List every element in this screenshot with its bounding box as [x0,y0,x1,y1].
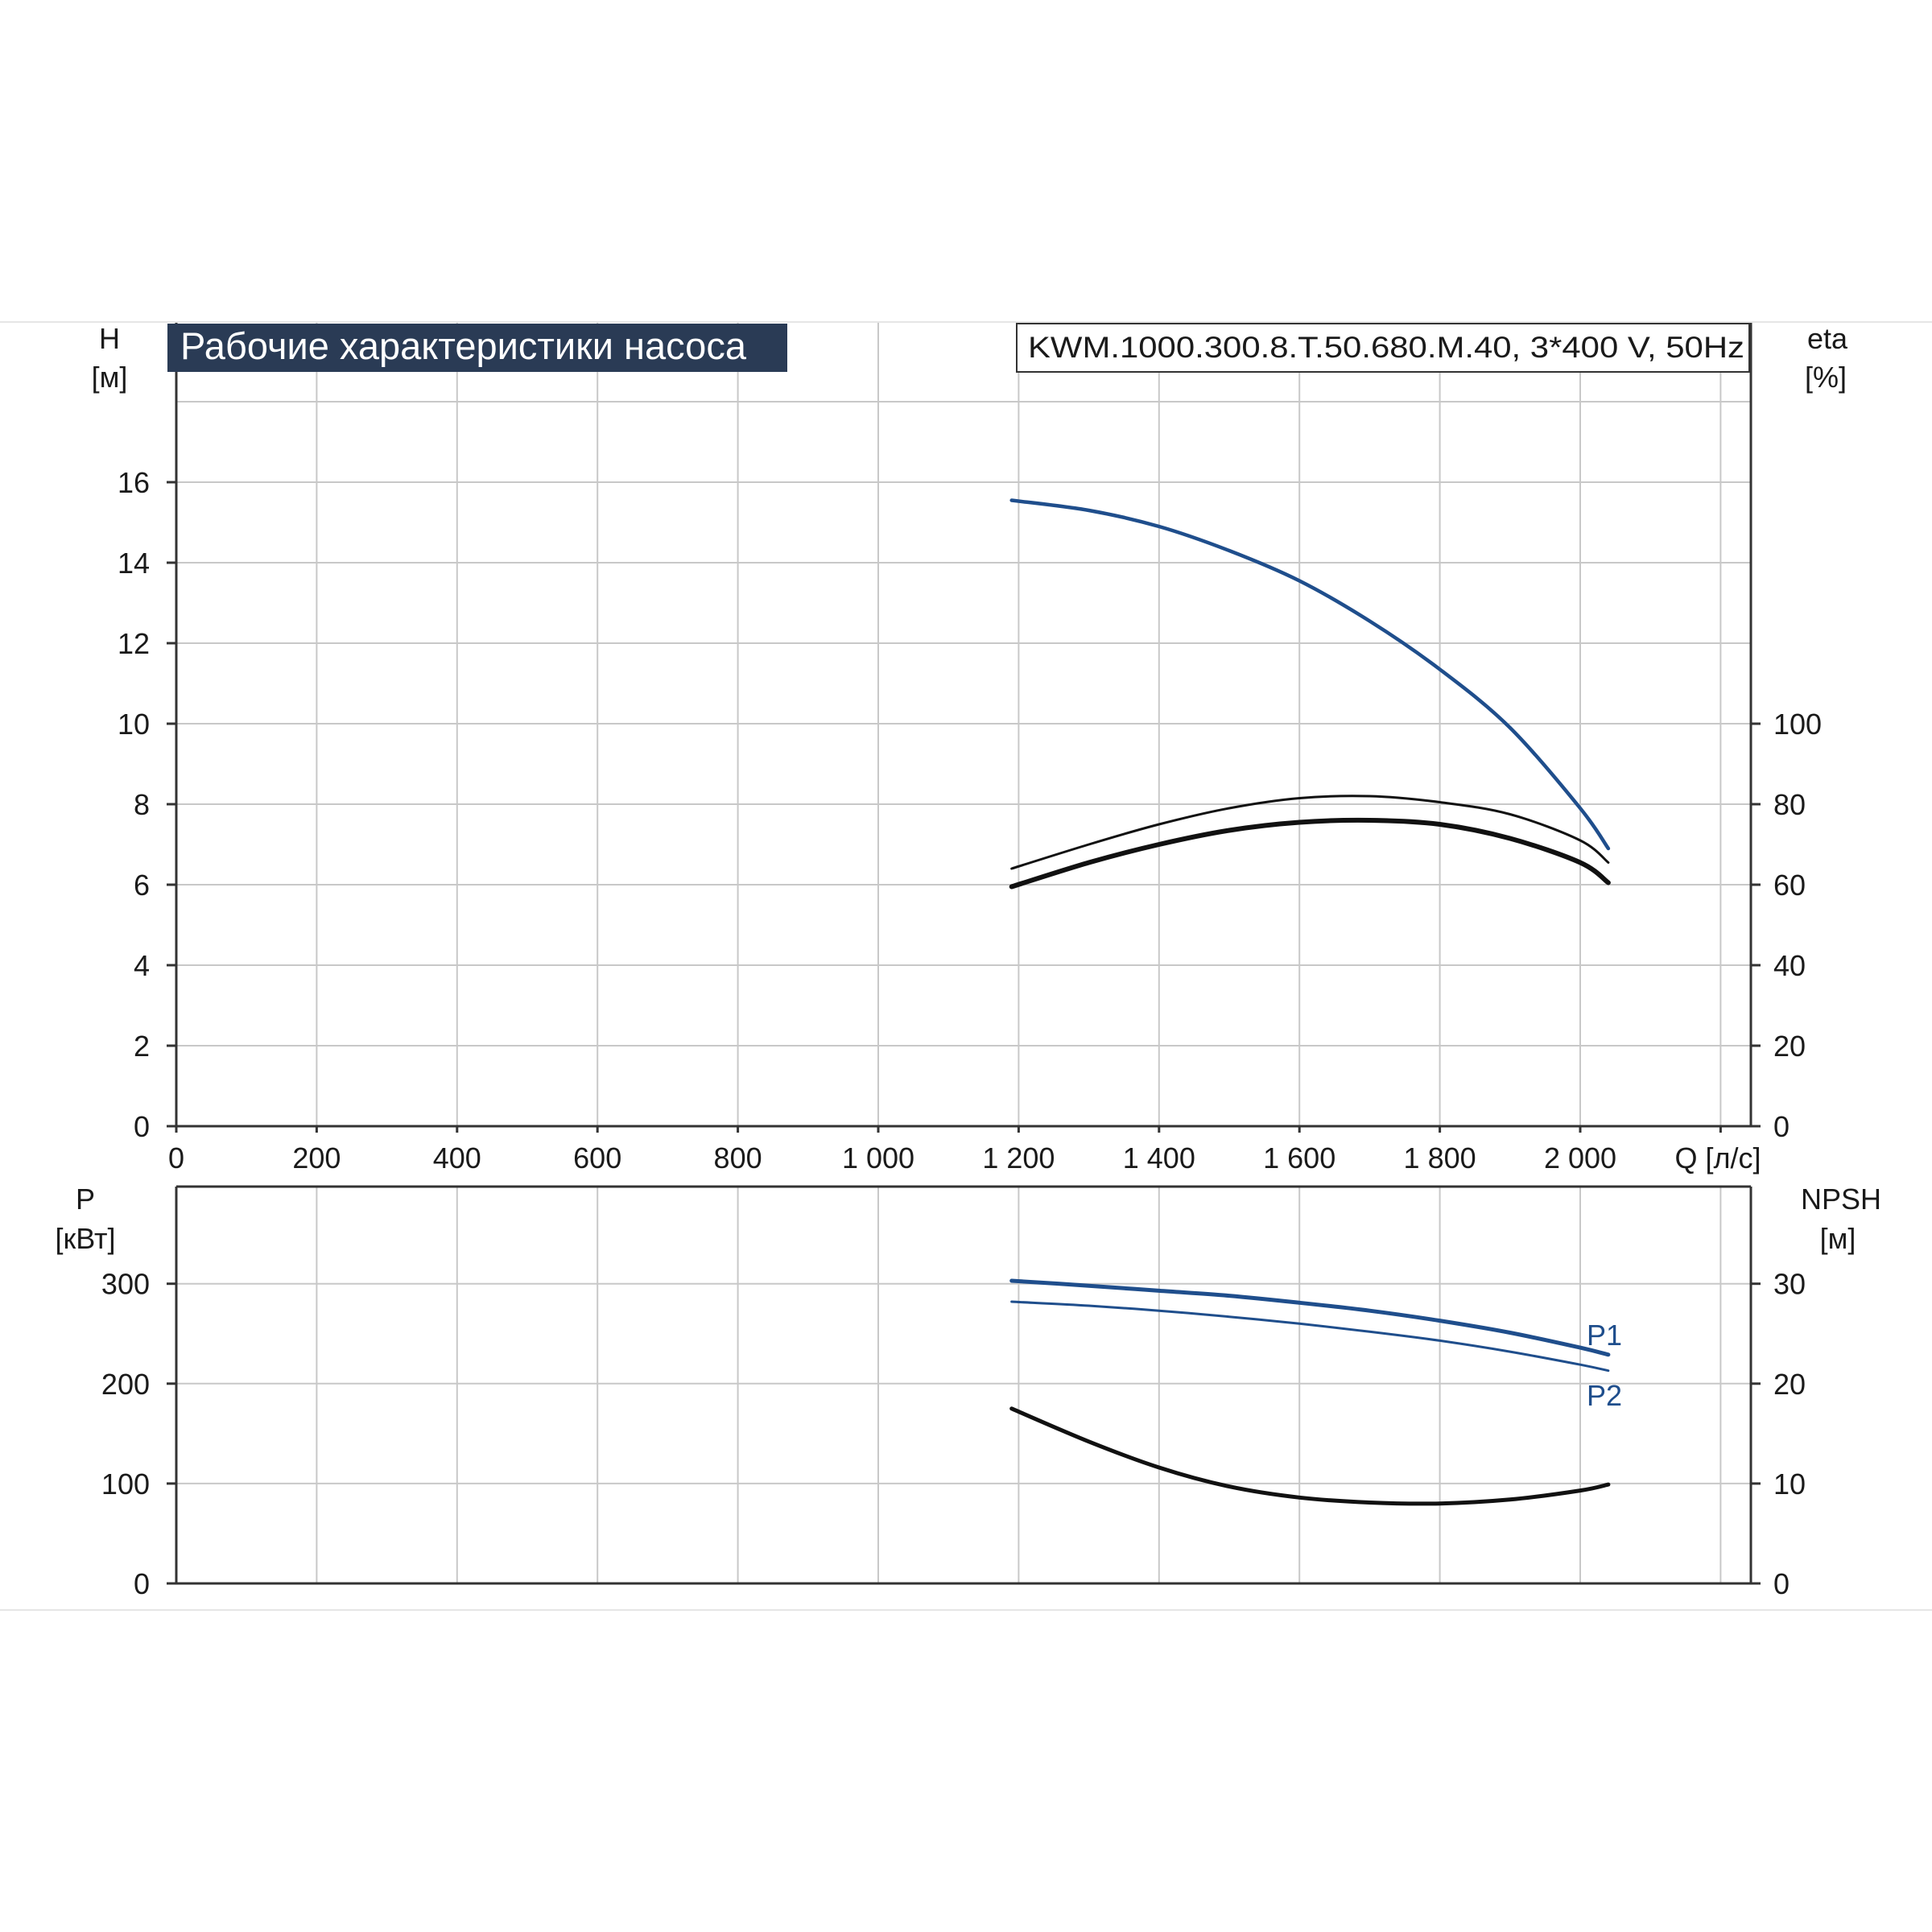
p-tick-label: 0 [134,1567,150,1600]
p-axis-unit: [кВт] [55,1222,115,1255]
h-tick-label: 0 [134,1110,150,1143]
npsh-tick-label: 30 [1773,1268,1806,1301]
x-tick-label: 400 [433,1141,481,1174]
npsh-tick-label: 10 [1773,1468,1806,1501]
eta-axis-unit: [%] [1805,361,1847,394]
x-tick-label: 1 000 [842,1141,914,1174]
h-tick-label: 12 [118,627,150,660]
chart-title: Рабочие характеристики насоса [180,324,747,367]
h-tick-label: 4 [134,949,150,982]
p2-label: P2 [1587,1379,1622,1412]
h-tick-label: 2 [134,1030,150,1063]
x-tick-label: 200 [292,1141,341,1174]
eta-tick-label: 20 [1773,1030,1806,1063]
npsh-curve [1009,1406,1611,1506]
bottom-curves [1009,1278,1611,1506]
efficiency-curve-thin [1010,795,1610,870]
h-axis-unit: [м] [92,361,128,394]
npsh-axis-symbol: NPSH [1801,1183,1881,1216]
h-tick-label: 6 [134,869,150,902]
p-tick-label: 300 [101,1268,150,1301]
x-tick-label: 0 [168,1141,184,1174]
x-tick-label: 1 400 [1123,1141,1195,1174]
h-tick-label: 16 [118,466,150,499]
p2-curve [1010,1300,1610,1373]
p-tick-label: 100 [101,1468,150,1501]
plot-frames [167,323,1761,1585]
model-label: KWM.1000.300.8.T.50.680.M.40, 3*400 V, 5… [1028,331,1744,364]
x-tick-label: 1 600 [1263,1141,1335,1174]
efficiency-curve-thick [1009,817,1611,890]
eta-tick-label: 40 [1773,949,1806,982]
x-tick-label: 2 000 [1544,1141,1616,1174]
head-curve [1009,498,1611,851]
p-tick-label: 200 [101,1368,150,1401]
top-curves [1009,498,1611,890]
h-tick-label: 10 [118,708,150,741]
npsh-tick-label: 20 [1773,1368,1806,1401]
tick-labels: 0 200 400 600 800 1 000 1 200 1 400 1 600 1 800 2 … [101,466,1822,1600]
bottom-grid [176,1187,1751,1583]
title-badge [167,324,787,372]
eta-tick-label: 0 [1773,1110,1790,1143]
npsh-tick-label: 0 [1773,1567,1790,1600]
h-tick-label: 8 [134,788,150,821]
q-axis-label: Q [л/с] [1674,1141,1761,1174]
eta-tick-label: 80 [1773,788,1806,821]
eta-tick-label: 100 [1773,708,1822,741]
h-tick-label: 14 [118,547,150,580]
npsh-axis-unit: [м] [1820,1222,1856,1255]
x-tick-label: 800 [714,1141,762,1174]
p1-label: P1 [1587,1319,1622,1352]
model-box [1016,323,1750,373]
p-axis-symbol: P [76,1183,95,1216]
h-axis-symbol: H [99,322,120,355]
p1-curve [1009,1278,1611,1357]
x-tick-label: 1 800 [1404,1141,1476,1174]
eta-tick-label: 60 [1773,869,1806,902]
x-tick-label: 1 200 [982,1141,1055,1174]
x-tick-label: 600 [573,1141,621,1174]
eta-axis-symbol: eta [1807,322,1848,355]
top-grid [176,323,1751,1126]
